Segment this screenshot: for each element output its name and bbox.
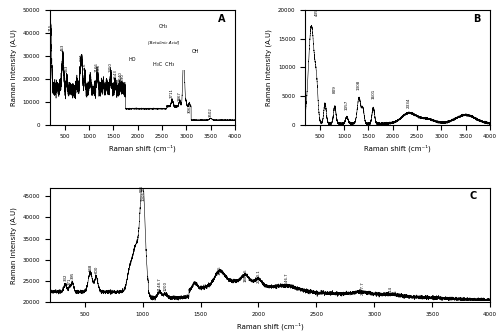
- Text: C: C: [470, 191, 477, 201]
- Text: A: A: [218, 13, 226, 24]
- Text: 3064: 3064: [188, 103, 192, 113]
- Text: 1005.9: 1005.9: [142, 187, 146, 201]
- Text: 395: 395: [70, 272, 74, 279]
- Text: 1308: 1308: [357, 80, 361, 90]
- Text: 3502: 3502: [208, 107, 212, 117]
- X-axis label: Raman shift (cm⁻¹): Raman shift (cm⁻¹): [236, 323, 304, 330]
- Text: 371: 371: [68, 277, 72, 285]
- Text: 916: 916: [83, 62, 87, 70]
- Text: 548: 548: [88, 263, 92, 270]
- Text: 332: 332: [64, 274, 68, 281]
- Text: 809: 809: [333, 85, 337, 93]
- X-axis label: Raman shift (cm⁻¹): Raman shift (cm⁻¹): [109, 145, 176, 153]
- Text: 1148.7: 1148.7: [158, 277, 162, 291]
- Text: 435: 435: [314, 8, 318, 16]
- Text: 1889.5: 1889.5: [244, 268, 248, 282]
- Text: 2334: 2334: [407, 97, 411, 108]
- Text: B: B: [474, 13, 481, 24]
- Y-axis label: Raman Intensity (A.U): Raman Intensity (A.U): [10, 207, 17, 284]
- Text: 1640: 1640: [118, 71, 122, 81]
- Text: 1690: 1690: [120, 74, 124, 83]
- Text: 215: 215: [48, 23, 52, 31]
- Text: 2867: 2867: [178, 91, 182, 101]
- Text: 2711: 2711: [170, 88, 174, 98]
- Text: 1601: 1601: [372, 89, 376, 99]
- Text: 2947: 2947: [182, 28, 186, 38]
- Text: 847: 847: [80, 53, 84, 60]
- Text: 1450: 1450: [109, 62, 113, 72]
- Text: 1665: 1665: [218, 265, 222, 275]
- Text: 1188: 1188: [96, 64, 100, 74]
- Text: 1166: 1166: [95, 62, 99, 72]
- Text: 600: 600: [94, 265, 98, 273]
- Text: 2000.1: 2000.1: [256, 269, 260, 283]
- Text: 995: 995: [140, 185, 144, 192]
- Text: 543: 543: [64, 65, 68, 72]
- Text: 2246.7: 2246.7: [285, 272, 289, 286]
- Text: 2897.7: 2897.7: [360, 281, 364, 295]
- Text: 1057: 1057: [345, 100, 349, 111]
- Text: 1543: 1543: [114, 69, 117, 79]
- X-axis label: Raman shift (cm⁻¹): Raman shift (cm⁻¹): [364, 145, 431, 153]
- Y-axis label: Raman Intensity (A.U): Raman Intensity (A.U): [10, 29, 17, 106]
- Text: 3144: 3144: [389, 286, 393, 296]
- Text: 1200: 1200: [164, 281, 168, 291]
- Y-axis label: Raman Intensity (A.U): Raman Intensity (A.U): [266, 29, 272, 106]
- Text: 463: 463: [61, 44, 65, 51]
